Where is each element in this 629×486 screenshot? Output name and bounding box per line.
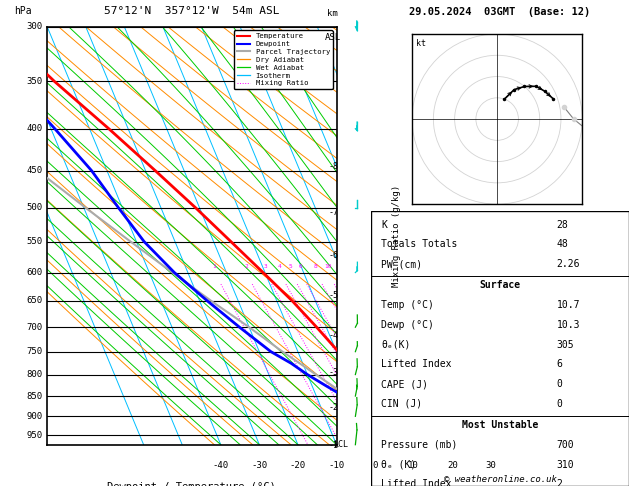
Text: 700: 700 — [26, 323, 43, 331]
Text: -1: -1 — [328, 440, 338, 450]
Text: PW (cm): PW (cm) — [381, 259, 423, 269]
Text: 6: 6 — [298, 264, 302, 269]
Text: 8: 8 — [314, 264, 317, 269]
Text: 850: 850 — [26, 392, 43, 400]
Text: 10: 10 — [408, 461, 419, 470]
Text: 800: 800 — [26, 370, 43, 379]
Text: 305: 305 — [557, 340, 574, 349]
Text: -4: -4 — [328, 330, 338, 340]
Text: Temp (°C): Temp (°C) — [381, 300, 434, 310]
Text: -8: -8 — [328, 162, 338, 171]
Text: 0: 0 — [557, 399, 563, 409]
Text: CAPE (J): CAPE (J) — [381, 379, 428, 389]
Text: -10: -10 — [328, 461, 345, 470]
Text: Totals Totals: Totals Totals — [381, 240, 458, 249]
Text: 2: 2 — [557, 479, 563, 486]
Text: K: K — [381, 220, 387, 230]
Text: 10: 10 — [324, 264, 331, 269]
Text: ASL: ASL — [325, 33, 341, 42]
Text: Mixing Ratio (g/kg): Mixing Ratio (g/kg) — [392, 185, 401, 287]
Text: Surface: Surface — [479, 280, 521, 290]
Text: -2: -2 — [328, 403, 338, 413]
Text: -3: -3 — [328, 368, 338, 377]
Text: Dewp (°C): Dewp (°C) — [381, 320, 434, 330]
Text: Lifted Index: Lifted Index — [381, 360, 452, 369]
Text: 30: 30 — [486, 461, 496, 470]
Text: 300: 300 — [26, 22, 43, 31]
Text: 1: 1 — [213, 264, 216, 269]
Text: 700: 700 — [557, 440, 574, 450]
Text: 350: 350 — [26, 77, 43, 86]
Text: 10.3: 10.3 — [557, 320, 581, 330]
Text: 0: 0 — [372, 461, 378, 470]
Text: -6: -6 — [328, 251, 338, 260]
Text: 450: 450 — [26, 166, 43, 175]
Text: 20: 20 — [447, 461, 458, 470]
Text: hPa: hPa — [14, 6, 31, 17]
Text: 5: 5 — [289, 264, 292, 269]
Text: 0: 0 — [557, 379, 563, 389]
Text: 750: 750 — [26, 347, 43, 356]
Text: 600: 600 — [26, 268, 43, 277]
Text: 500: 500 — [26, 203, 43, 212]
Text: 48: 48 — [557, 240, 569, 249]
Text: © weatheronline.co.uk: © weatheronline.co.uk — [443, 474, 557, 484]
Text: Most Unstable: Most Unstable — [462, 420, 538, 430]
Text: CIN (J): CIN (J) — [381, 399, 423, 409]
Text: km: km — [327, 9, 338, 18]
Text: 29.05.2024  03GMT  (Base: 12): 29.05.2024 03GMT (Base: 12) — [409, 7, 591, 17]
Text: LCL: LCL — [333, 440, 348, 449]
Text: 900: 900 — [26, 412, 43, 421]
Text: 10.7: 10.7 — [557, 300, 581, 310]
Text: -5: -5 — [328, 292, 338, 300]
Text: -20: -20 — [290, 461, 306, 470]
Text: 6: 6 — [557, 360, 563, 369]
Text: θₑ (K): θₑ (K) — [381, 460, 416, 469]
Text: 650: 650 — [26, 296, 43, 305]
Text: -40: -40 — [213, 461, 229, 470]
Text: -7: -7 — [328, 208, 338, 217]
Text: kt: kt — [416, 39, 425, 48]
Text: 57°12'N  357°12'W  54m ASL: 57°12'N 357°12'W 54m ASL — [104, 6, 280, 17]
Text: 3: 3 — [264, 264, 267, 269]
Text: 400: 400 — [26, 124, 43, 133]
Text: -30: -30 — [252, 461, 267, 470]
Text: Lifted Index: Lifted Index — [381, 479, 452, 486]
Text: 2: 2 — [244, 264, 248, 269]
Text: 2.26: 2.26 — [557, 259, 581, 269]
Text: 28: 28 — [557, 220, 569, 230]
Text: 950: 950 — [26, 431, 43, 440]
Legend: Temperature, Dewpoint, Parcel Trajectory, Dry Adiabat, Wet Adiabat, Isotherm, Mi: Temperature, Dewpoint, Parcel Trajectory… — [234, 30, 333, 89]
Text: 4: 4 — [277, 264, 281, 269]
Text: 310: 310 — [557, 460, 574, 469]
Text: 550: 550 — [26, 237, 43, 246]
Text: Dewpoint / Temperature (°C): Dewpoint / Temperature (°C) — [108, 482, 276, 486]
Text: θₑ(K): θₑ(K) — [381, 340, 411, 349]
Text: Pressure (mb): Pressure (mb) — [381, 440, 458, 450]
